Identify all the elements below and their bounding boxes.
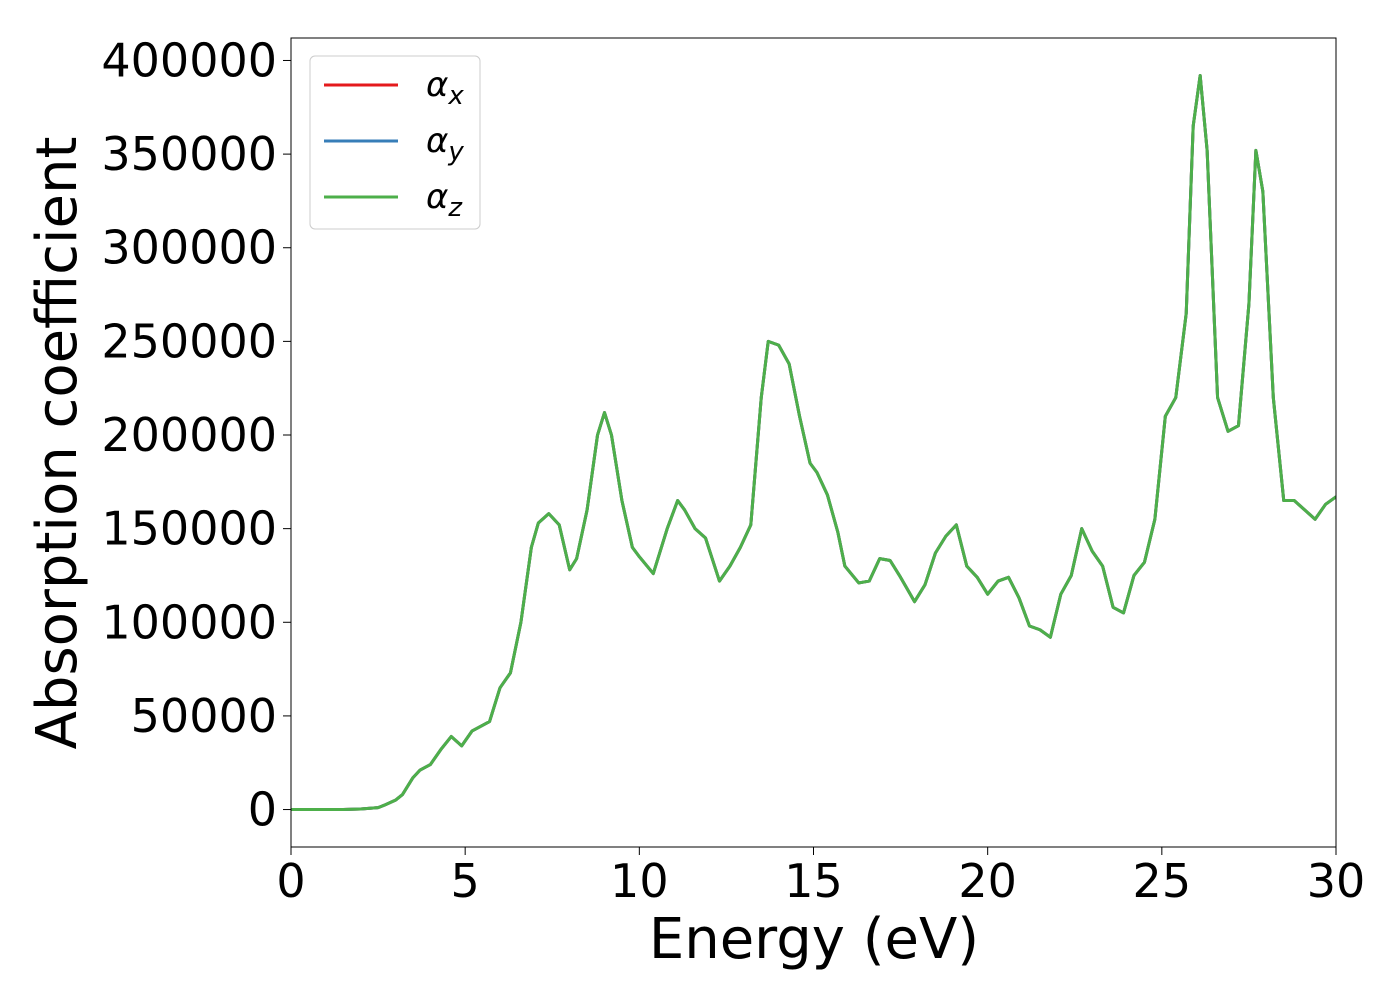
series-line-z: [291, 73, 1336, 812]
y-tick-label: 400000: [101, 33, 277, 87]
plot-frame: [290, 37, 1337, 848]
x-tick-label: 15: [784, 854, 843, 908]
legend: αx αy αz: [309, 55, 481, 230]
x-tick-label: 20: [958, 854, 1017, 908]
x-tick-label: 0: [276, 854, 305, 908]
x-tick-label: 30: [1307, 854, 1366, 908]
x-tick-label: 10: [610, 854, 669, 908]
y-axis-title: Absorption coefficient: [25, 137, 90, 750]
x-tick-label: 5: [451, 854, 480, 908]
plot-area: [291, 73, 1336, 812]
y-tick-label: 200000: [101, 408, 277, 462]
y-tick-label: 50000: [131, 689, 277, 743]
x-axis-title: Energy (eV): [649, 907, 979, 972]
y-tick-label: 350000: [101, 127, 277, 181]
legend-label-x: αx: [426, 65, 464, 111]
x-axis-ticks: 0 5 10 15 20 25 30: [276, 847, 1365, 908]
x-tick-label: 25: [1133, 854, 1192, 908]
y-tick-label: 150000: [101, 502, 277, 556]
legend-label-y: αy: [426, 121, 464, 167]
legend-label-z: αz: [426, 177, 463, 223]
y-tick-label: 0: [248, 783, 277, 837]
y-tick-label: 250000: [101, 314, 277, 368]
y-tick-label: 300000: [101, 221, 277, 275]
y-tick-label: 100000: [101, 595, 277, 649]
y-axis-ticks: 0 50000 100000 150000 200000 250000 300000 3500…: [101, 33, 291, 837]
